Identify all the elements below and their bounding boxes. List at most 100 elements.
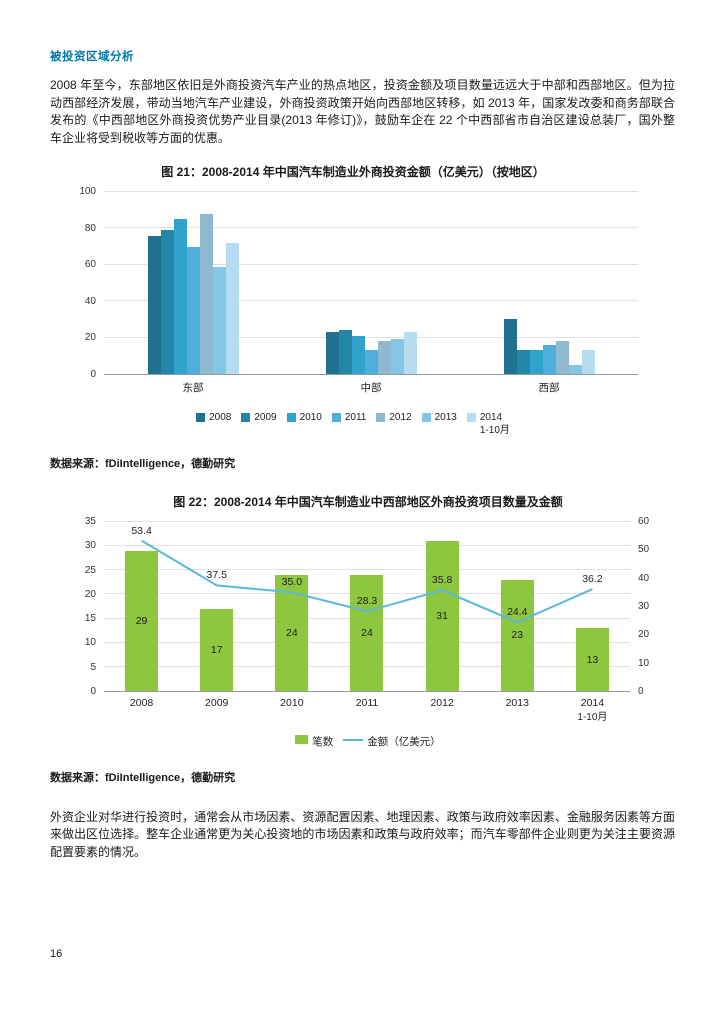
legend-item-line: 金额（亿美元） (343, 734, 441, 749)
x-axis-year-label: 2011 (355, 697, 379, 709)
bar (325, 332, 339, 374)
left-axis-tick-label: 0 (90, 686, 96, 697)
bar (186, 246, 200, 374)
figure-21-title: 图 21：2008-2014 年中国汽车制造业外商投资金额（亿美元）（按地区） (161, 165, 545, 179)
x-axis-tick-label: 2009 (179, 697, 254, 724)
figure-22-right-axis: 0 10 20 30 40 50 60 (630, 517, 668, 697)
figure-22-plot-column: 29 17 24 24 31 23 13 53.4 37.5 35.0 28.3 35.8 24.4 36… (104, 521, 630, 724)
bar-group (104, 192, 282, 374)
figure-21-plot-column: 东部 中部 西部 (104, 191, 638, 395)
right-axis-tick-label: 40 (638, 572, 650, 584)
legend-item: 2009 (241, 412, 277, 437)
legend-label-text: 2012 (389, 412, 412, 423)
bar: 23 (500, 579, 534, 691)
bar: 13 (575, 628, 609, 691)
bar (351, 335, 365, 374)
figure-22-plot-area: 29 17 24 24 31 23 13 53.4 37.5 35.0 28.3 35.8 24.4 36… (104, 521, 630, 692)
bar-slot: 24 (254, 522, 329, 691)
legend-line-label: 金额（亿美元） (367, 735, 441, 748)
gridline (104, 521, 630, 522)
bar-value-label: 31 (436, 610, 448, 623)
legend-label-text: 2010 (299, 412, 322, 423)
intro-paragraph: 2008 年至今，东部地区依旧是外商投资汽车产业的热点地区，投资金额及项目数量远… (50, 78, 675, 145)
right-axis-tick-label: 10 (638, 657, 650, 669)
bar (390, 339, 404, 374)
left-axis-tick-label: 25 (84, 564, 96, 576)
legend-swatch (421, 413, 431, 422)
legend-item: 2012 (376, 412, 412, 437)
bar-value-label: 23 (511, 629, 524, 642)
line-value-label: 35.0 (281, 576, 303, 589)
legend-sublabel: 1-10月 (479, 424, 510, 436)
bar (147, 235, 161, 374)
x-axis-year-label: 2009 (205, 697, 229, 709)
bar (377, 341, 391, 374)
legend-bar-swatch (295, 734, 309, 744)
legend-item: 2014 1-10月 (466, 412, 510, 437)
line-value-label: 35.8 (431, 574, 453, 587)
x-axis-category-label: 中部 (360, 382, 382, 394)
legend-label-text: 2008 (209, 412, 232, 423)
figure-21-legend: 2008 2009 2010 2011 2012 2013 2014 1-10月 (68, 412, 638, 437)
legend-swatch (466, 413, 476, 422)
bar (160, 230, 174, 374)
bar (516, 350, 530, 374)
bar: 29 (125, 550, 159, 691)
x-axis-sublabel: 1-10月 (577, 711, 608, 723)
legend-item: 2011 (331, 412, 366, 437)
bar-value-label: 24 (286, 627, 298, 640)
y-axis-tick-label: 20 (84, 332, 96, 344)
legend-swatch (196, 413, 206, 422)
figure-21-plot-area (104, 191, 638, 375)
x-axis-tick-label: 2008 (104, 697, 179, 724)
x-axis-tick-label: 2012 (405, 697, 480, 724)
left-axis-tick-label: 10 (84, 637, 96, 649)
x-axis-year-label: 2010 (280, 697, 304, 709)
page-number: 16 (50, 948, 63, 960)
bar (173, 219, 187, 374)
figure-22-title: 图 22：2008-2014 年中国汽车制造业中西部地区外商投资项目数量及金额 (173, 495, 563, 509)
bar (568, 364, 582, 374)
bar-group (460, 192, 638, 374)
line-value-label: 37.5 (206, 569, 227, 582)
bar-value-label: 29 (135, 614, 148, 627)
figure-22-left-axis: 0 5 10 15 20 25 30 35 (68, 517, 104, 697)
bar (212, 266, 226, 374)
closing-paragraph: 外资企业对华进行投资时，通常会从市场因素、资源配置因素、地理因素、政策与政府效率… (50, 809, 675, 859)
bar: 24 (275, 575, 309, 691)
left-axis-tick-label: 15 (84, 613, 96, 625)
bar-value-label: 17 (210, 643, 223, 656)
x-axis-tick-label: 2010 (254, 697, 329, 724)
left-axis-tick-label: 30 (84, 540, 96, 552)
bar-value-label: 24 (361, 627, 373, 640)
x-axis-tick-label: 2011 (329, 697, 404, 724)
x-axis-year-label: 2013 (505, 697, 529, 709)
bar (338, 330, 352, 374)
figure-22-legend: 笔数 金额（亿美元） (68, 734, 668, 749)
y-axis-tick-label: 40 (84, 295, 96, 307)
legend-label: 2008 (209, 412, 231, 425)
x-axis-tick-label: 2013 (480, 697, 555, 724)
legend-item: 2008 (196, 412, 231, 437)
figure-21-x-axis: 东部 中部 西部 (104, 380, 638, 395)
figure-22-x-axis: 2008 2009 2010 2011 2012 2013 2014 1-10月 (104, 697, 630, 724)
legend-label: 2013 (435, 412, 457, 425)
left-axis-tick-label: 35 (84, 516, 96, 527)
figure-22: 图 22：2008-2014 年中国汽车制造业中西部地区外商投资项目数量及金额 … (68, 493, 668, 749)
line-value-label: 24.4 (507, 606, 528, 619)
right-axis-tick-label: 60 (638, 516, 650, 527)
legend-label: 2010 (300, 412, 322, 425)
bar: 24 (350, 575, 384, 691)
legend-label-text: 2009 (254, 412, 277, 423)
bar (364, 350, 378, 374)
legend-label: 2014 1-10月 (480, 412, 510, 437)
bar: 31 (425, 541, 459, 691)
bar (542, 344, 556, 374)
legend-label-text: 2013 (434, 412, 457, 423)
gridline (104, 300, 638, 302)
figure-21-chart: 0 20 40 60 80 100 东部 中部 西部 (68, 187, 638, 395)
x-axis-year-label: 2014 (580, 697, 605, 709)
bar-group (282, 192, 460, 374)
bar (529, 350, 543, 374)
right-axis-tick-label: 20 (638, 629, 650, 641)
